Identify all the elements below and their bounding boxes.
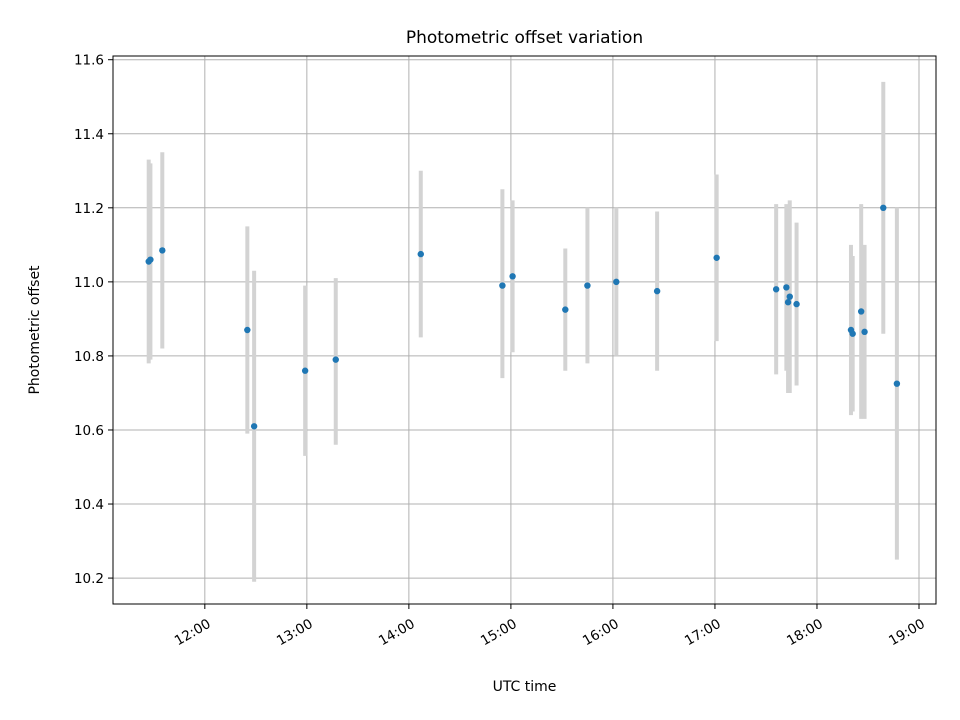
data-point <box>301 367 309 374</box>
data-point <box>783 284 790 291</box>
data-point <box>509 273 516 280</box>
y-axis-label: Photometric offset <box>27 265 43 395</box>
data-point <box>562 306 569 313</box>
error-bars <box>146 81 899 582</box>
data-points <box>145 204 901 430</box>
data-point <box>786 293 793 300</box>
data-point <box>244 326 251 334</box>
x-axis: 12:00 13:00 14:00 15:00 16:00 17:00 18:00 19:00 <box>172 604 928 649</box>
y-tick-label: 10.6 <box>74 423 104 439</box>
data-point <box>784 299 792 306</box>
x-tick-label: 18:00 <box>784 616 826 649</box>
data-point <box>332 356 339 363</box>
data-point <box>584 282 591 289</box>
data-point <box>880 204 887 212</box>
data-point <box>849 330 856 337</box>
y-tick-label: 11.0 <box>74 275 104 291</box>
x-axis-label: UTC time <box>493 679 557 695</box>
data-point <box>147 256 154 263</box>
data-point <box>861 328 868 336</box>
x-tick-label: 15:00 <box>478 616 520 649</box>
x-tick-label: 16:00 <box>580 616 622 649</box>
data-point <box>713 254 720 261</box>
chart-title: Photometric offset variation <box>406 28 643 48</box>
y-tick-label: 11.2 <box>74 201 104 217</box>
y-tick-label: 11.4 <box>74 127 104 143</box>
data-point <box>857 308 865 315</box>
x-tick-label: 14:00 <box>376 616 418 649</box>
data-point <box>159 247 166 254</box>
data-point <box>417 250 424 258</box>
data-point <box>499 282 506 289</box>
y-tick-label: 11.6 <box>74 53 104 69</box>
data-point <box>793 300 800 308</box>
data-point <box>653 287 661 295</box>
y-tick-label: 10.4 <box>74 497 104 513</box>
x-tick-label: 17:00 <box>682 616 724 649</box>
data-point <box>250 423 258 430</box>
y-tick-label: 10.8 <box>74 349 104 365</box>
x-tick-label: 12:00 <box>172 616 214 649</box>
plot-frame <box>112 55 937 605</box>
x-tick-label: 19:00 <box>886 616 928 649</box>
data-point <box>893 380 901 387</box>
data-point <box>613 278 620 286</box>
y-tick-label: 10.2 <box>74 571 104 587</box>
x-tick-label: 13:00 <box>274 616 316 649</box>
y-axis: 10.2 10.4 10.6 10.8 11.0 11.2 11.4 11.6 <box>74 53 113 587</box>
grid <box>113 56 936 604</box>
data-point <box>772 286 780 293</box>
